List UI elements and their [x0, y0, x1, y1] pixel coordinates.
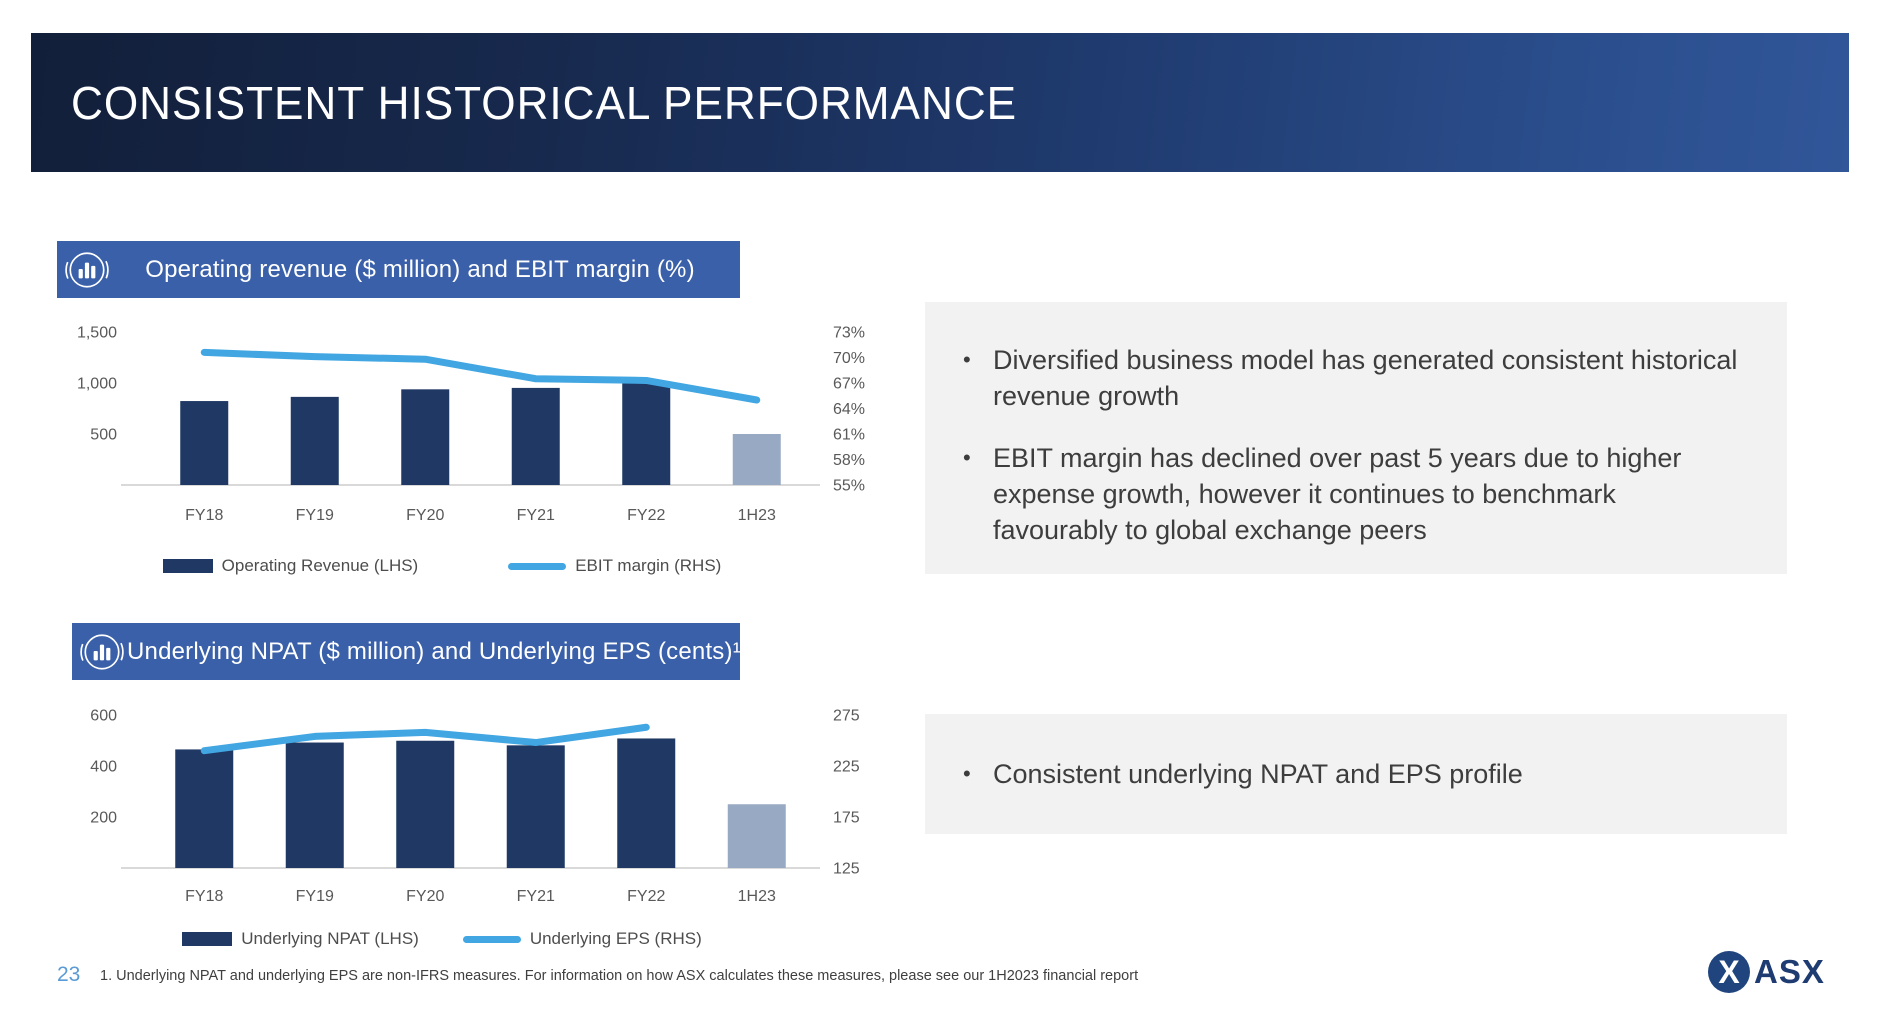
npat-chart-legend: Underlying NPAT (LHS) Underlying EPS (RH…	[57, 925, 827, 953]
slide-title: CONSISTENT HISTORICAL PERFORMANCE	[71, 76, 1018, 129]
right-axis-tick: 125	[833, 861, 860, 878]
footnote: 1. Underlying NPAT and underlying EPS ar…	[100, 968, 1139, 984]
line-swatch	[462, 935, 521, 943]
bar-chart-icon	[65, 247, 109, 292]
bullet-marker	[963, 756, 993, 792]
bar	[506, 745, 565, 868]
legend-item: EBIT margin (RHS)	[508, 556, 721, 576]
bar	[732, 434, 781, 485]
page-number: 23	[57, 963, 81, 986]
left-axis-tick: 1,500	[77, 325, 117, 342]
asx-logo: X ASX	[1708, 951, 1825, 993]
bar	[180, 401, 229, 485]
legend-label: Underlying EPS (RHS)	[529, 929, 702, 948]
bar	[622, 381, 671, 485]
bullet-item: Diversified business model has generated…	[963, 342, 1747, 414]
legend-item: Operating Revenue (LHS)	[162, 556, 419, 576]
bar	[290, 396, 339, 485]
right-axis-tick: 73%	[833, 325, 865, 342]
right-axis-tick: 67%	[833, 376, 865, 393]
right-axis-tick: 275	[833, 708, 860, 725]
revenue-chart-title: Operating revenue ($ million) and EBIT m…	[145, 255, 695, 283]
legend-label: EBIT margin (RHS)	[575, 556, 722, 575]
category-label: 1H23	[738, 888, 776, 905]
operating-revenue-chart: 1,500 1,000 500 73% 70% 67% 64% 61% 58% 55% FY18 FY…	[77, 325, 865, 525]
bar-chart-icon	[80, 629, 124, 674]
category-label: FY18	[185, 888, 223, 905]
right-axis-tick: 225	[833, 759, 860, 776]
revenue-chart-header: Operating revenue ($ million) and EBIT m…	[57, 241, 740, 298]
asx-logo-text: ASX	[1754, 953, 1825, 990]
bullet-item: Consistent underlying NPAT and EPS profi…	[963, 756, 1523, 792]
bullet-marker	[963, 342, 993, 414]
left-axis-tick: 400	[90, 759, 117, 776]
legend-item: Underlying NPAT (LHS)	[182, 929, 419, 949]
asx-logo-x: X	[1718, 954, 1740, 990]
category-label: FY21	[517, 888, 555, 905]
asx-logo-icon	[1708, 951, 1750, 993]
bar	[401, 389, 450, 485]
bar	[511, 387, 560, 485]
category-label: 1H23	[738, 507, 776, 524]
legend-label: Underlying NPAT (LHS)	[241, 929, 419, 948]
line-swatch	[508, 562, 567, 570]
npat-chart-header: Underlying NPAT ($ million) and Underlyi…	[72, 623, 741, 680]
bar	[175, 749, 234, 868]
left-axis-tick: 1,000	[77, 376, 117, 393]
underlying-npat-chart: 600 400 200 275 225 175 125 FY18 FY19 FY20 FY21 FY2…	[90, 708, 860, 906]
bar	[727, 804, 786, 868]
bullet-text: Diversified business model has generated…	[993, 345, 1738, 411]
right-axis-tick: 58%	[833, 452, 865, 469]
right-axis-tick: 55%	[833, 478, 865, 495]
line-series	[200, 348, 761, 404]
category-label: FY20	[406, 507, 444, 524]
legend-item: Underlying EPS (RHS)	[462, 929, 702, 949]
category-label: FY18	[185, 507, 223, 524]
right-axis-tick: 70%	[833, 350, 865, 367]
revenue-insight-box: Diversified business model has generated…	[925, 302, 1787, 574]
right-axis-tick: 175	[833, 810, 860, 827]
category-label: FY22	[627, 888, 665, 905]
left-axis-tick: 500	[90, 427, 117, 444]
bar-swatch	[182, 932, 233, 946]
revenue-chart-legend: Operating Revenue (LHS) EBIT margin (RHS…	[57, 552, 827, 580]
bar	[285, 742, 344, 868]
bullet-text: EBIT margin has declined over past 5 yea…	[993, 443, 1682, 545]
left-axis-tick: 600	[90, 708, 117, 725]
category-label: FY19	[296, 888, 334, 905]
bar	[617, 738, 676, 868]
category-label: FY19	[296, 507, 334, 524]
bar-swatch	[162, 559, 213, 573]
left-axis-tick: 200	[90, 810, 117, 827]
legend-label: Operating Revenue (LHS)	[221, 556, 419, 575]
right-axis-tick: 64%	[833, 401, 865, 418]
npat-chart-title: Underlying NPAT ($ million) and Underlyi…	[127, 637, 741, 665]
bullet-marker	[963, 440, 993, 548]
right-axis-tick: 61%	[833, 427, 865, 444]
bullet-item: EBIT margin has declined over past 5 yea…	[963, 440, 1747, 548]
npat-insight-box: Consistent underlying NPAT and EPS profi…	[925, 714, 1787, 834]
category-label: FY20	[406, 888, 444, 905]
line-series	[200, 723, 650, 755]
bullet-text: Consistent underlying NPAT and EPS profi…	[993, 759, 1523, 789]
bar	[396, 740, 455, 868]
title-banner: CONSISTENT HISTORICAL PERFORMANCE	[31, 33, 1849, 172]
category-label: FY22	[627, 507, 665, 524]
category-label: FY21	[517, 507, 555, 524]
